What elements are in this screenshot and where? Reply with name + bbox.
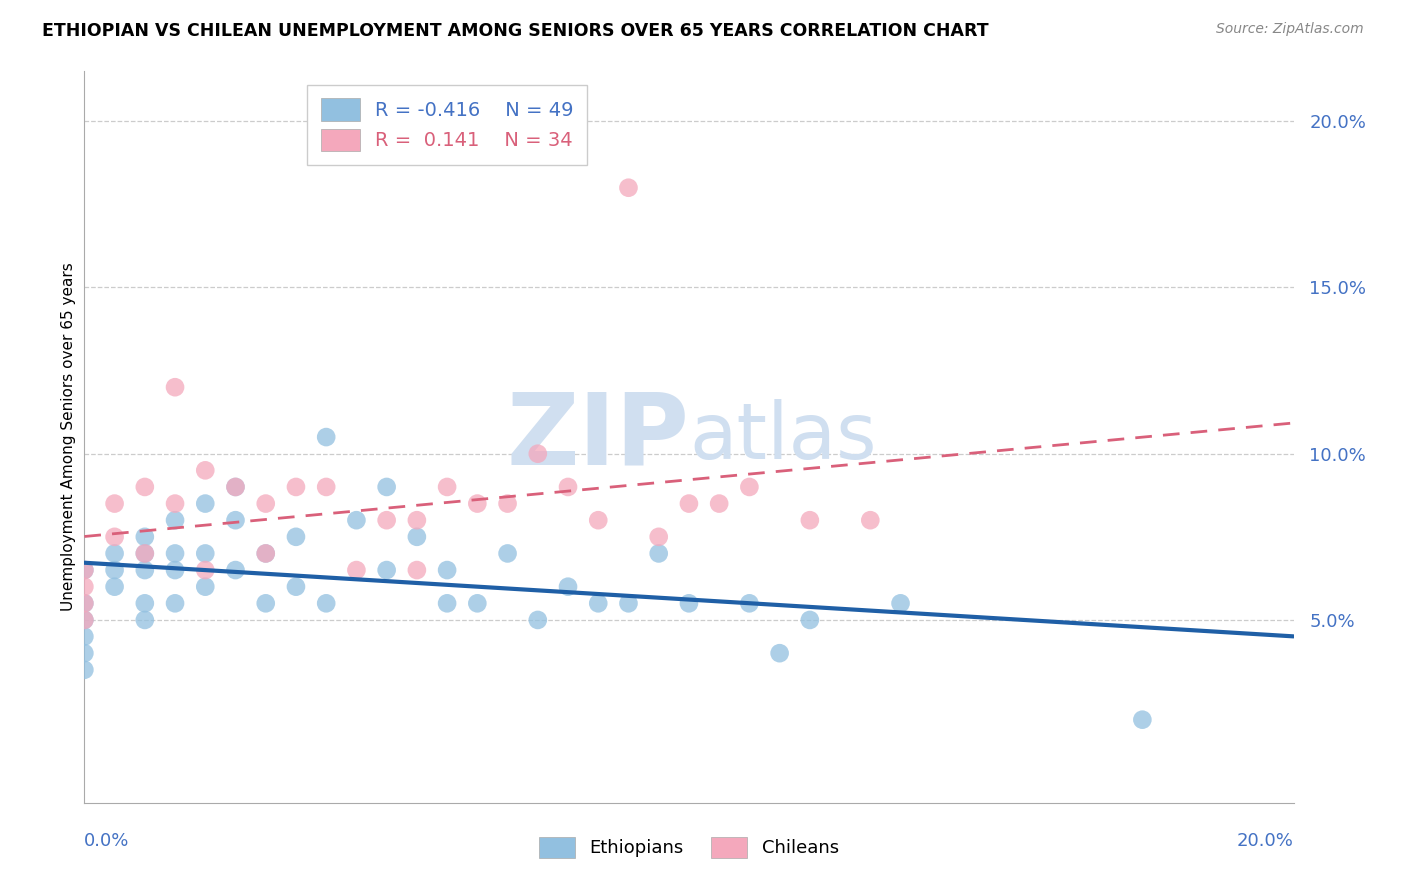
Point [225,480,247,494]
Point [617,596,640,610]
Point [315,430,337,444]
Point [527,613,550,627]
Point [134,546,156,560]
Y-axis label: Unemployment Among Seniors over 65 years: Unemployment Among Seniors over 65 years [60,263,76,611]
Point [73,630,96,644]
Point [467,497,489,511]
Point [165,563,187,577]
Point [165,546,187,560]
Point [557,580,579,594]
Point [73,613,96,627]
Point [254,546,277,560]
Point [73,596,96,610]
Text: 0.0%: 0.0% [84,832,129,850]
Point [134,530,156,544]
Point [73,646,96,660]
Point [134,596,156,610]
Point [225,563,247,577]
Point [194,497,217,511]
Point [194,463,217,477]
Point [799,513,821,527]
Point [225,513,247,527]
Point [648,530,671,544]
Point [165,513,187,527]
Point [254,497,277,511]
Text: 20.0%: 20.0% [1237,832,1294,850]
Point [73,563,96,577]
Point [678,497,700,511]
Point [285,530,308,544]
Point [165,596,187,610]
Point [134,563,156,577]
Point [73,580,96,594]
Point [678,596,700,610]
Point [315,480,337,494]
Point [799,613,821,627]
Point [104,497,127,511]
Point [467,596,489,610]
Point [254,596,277,610]
Point [588,513,610,527]
Point [890,596,912,610]
Point [194,580,217,594]
Point [557,480,579,494]
Point [406,563,429,577]
Point [709,497,731,511]
Text: ETHIOPIAN VS CHILEAN UNEMPLOYMENT AMONG SENIORS OVER 65 YEARS CORRELATION CHART: ETHIOPIAN VS CHILEAN UNEMPLOYMENT AMONG … [42,22,988,40]
Point [104,563,127,577]
Point [254,546,277,560]
Point [436,480,458,494]
Point [346,563,368,577]
Point [527,447,550,461]
Point [315,596,337,610]
Point [165,497,187,511]
Point [165,380,187,394]
Point [73,563,96,577]
Point [194,563,217,577]
Text: ZIP: ZIP [506,389,689,485]
Point [496,497,519,511]
Point [406,513,429,527]
Point [436,563,458,577]
Point [406,530,429,544]
Point [346,513,368,527]
Point [104,546,127,560]
Point [588,596,610,610]
Point [194,546,217,560]
Point [375,480,398,494]
Point [73,663,96,677]
Point [285,580,308,594]
Point [134,546,156,560]
Point [73,596,96,610]
Text: Source: ZipAtlas.com: Source: ZipAtlas.com [1216,22,1364,37]
Point [225,480,247,494]
Point [375,513,398,527]
Point [104,530,127,544]
Point [496,546,519,560]
Point [73,613,96,627]
Point [375,563,398,577]
Point [1130,713,1153,727]
Point [738,480,761,494]
Point [738,596,761,610]
Point [104,580,127,594]
Point [134,480,156,494]
Text: atlas: atlas [689,399,876,475]
Point [769,646,792,660]
Point [134,613,156,627]
Point [285,480,308,494]
Point [648,546,671,560]
Point [859,513,882,527]
Point [617,180,640,194]
Point [436,596,458,610]
Legend: Ethiopians, Chileans: Ethiopians, Chileans [530,828,848,867]
